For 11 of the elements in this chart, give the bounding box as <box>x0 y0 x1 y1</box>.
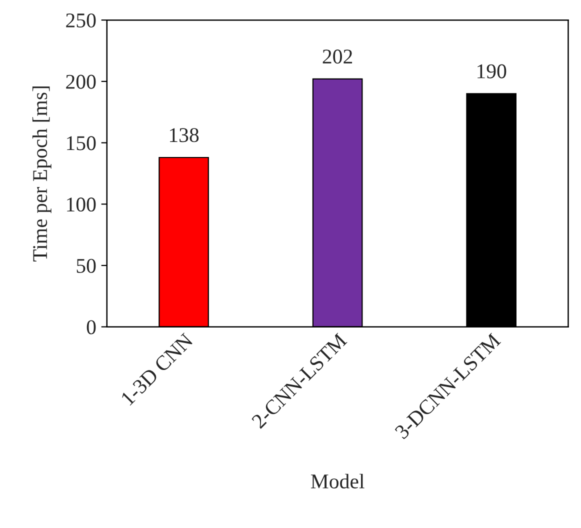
data-label: 138 <box>170 128 199 142</box>
y-tick-label: 50 <box>76 258 96 273</box>
y-axis-title: Time per Epoch [ms] <box>32 86 52 262</box>
y-tick-label: 200 <box>66 74 96 89</box>
y-tick-label: 100 <box>67 198 96 212</box>
y-tick-label: 0 <box>86 320 96 334</box>
y-tick-label: 150 <box>67 136 96 150</box>
data-label: 202 <box>322 50 352 64</box>
y-tick-label: 250 <box>66 13 96 28</box>
x-axis-title: Model <box>310 474 364 488</box>
data-label: 190 <box>478 64 506 78</box>
